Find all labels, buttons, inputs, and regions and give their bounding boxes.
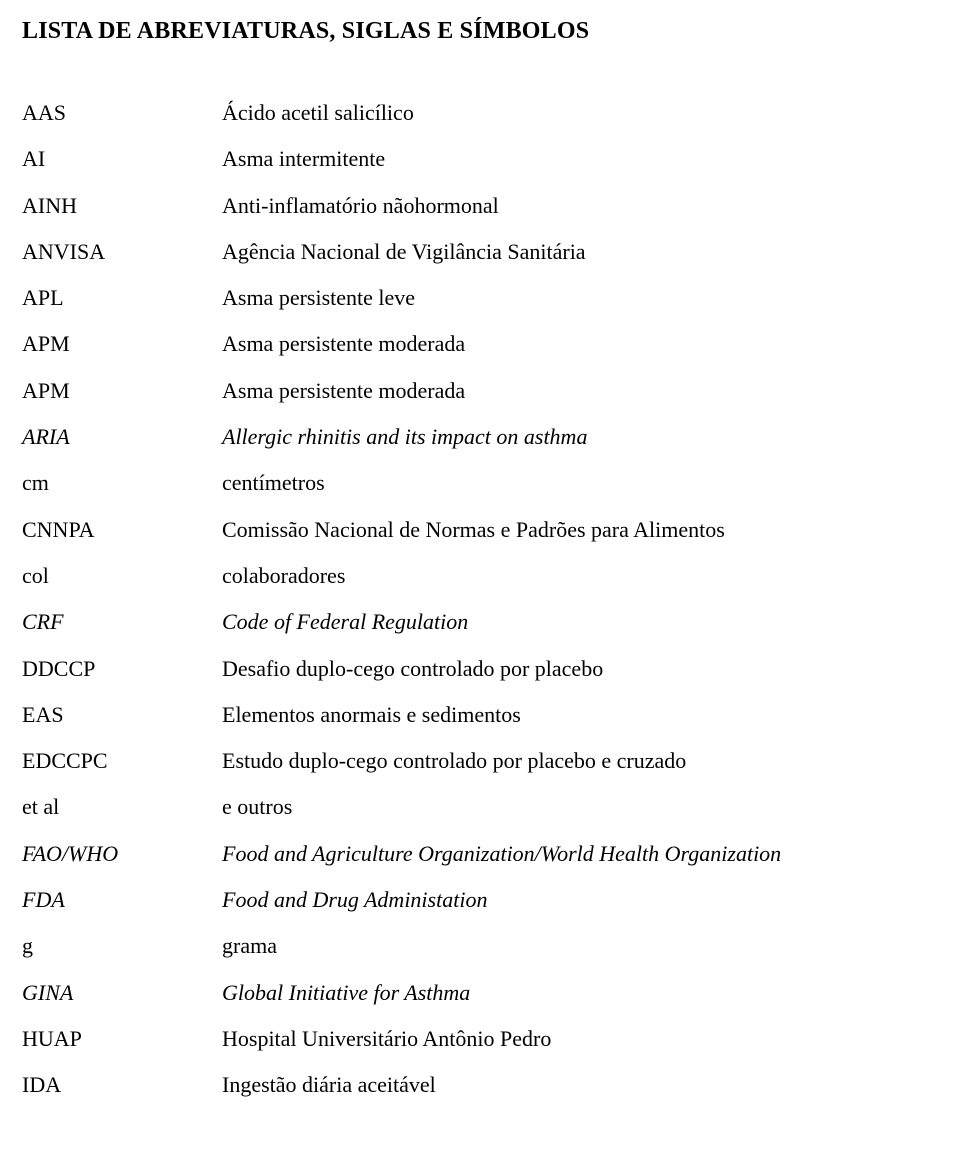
abbreviation-definition: Asma persistente moderada [222, 377, 924, 405]
abbreviation-term: g [22, 932, 222, 960]
abbreviation-row: APMAsma persistente moderada [22, 377, 924, 405]
abbreviation-definition: Asma persistente moderada [222, 330, 924, 358]
abbreviation-definition: Ácido acetil salicílico [222, 99, 924, 127]
abbreviation-definition: Desafio duplo-cego controlado por placeb… [222, 655, 924, 683]
abbreviation-term: CRF [22, 608, 222, 636]
abbreviation-definition: Elementos anormais e sedimentos [222, 701, 924, 729]
abbreviation-definition: Food and Agriculture Organization/World … [222, 840, 924, 868]
abbreviation-term: APM [22, 330, 222, 358]
abbreviation-row: AINHAnti-inflamatório nãohormonal [22, 192, 924, 220]
abbreviation-definition: colaboradores [222, 562, 924, 590]
abbreviation-definition: Allergic rhinitis and its impact on asth… [222, 423, 924, 451]
abbreviation-term: FDA [22, 886, 222, 914]
abbreviation-row: IDAIngestão diária aceitável [22, 1071, 924, 1099]
abbreviation-row: APLAsma persistente leve [22, 284, 924, 312]
abbreviation-definition: Food and Drug Administation [222, 886, 924, 914]
abbreviation-definition: Code of Federal Regulation [222, 608, 924, 636]
abbreviation-definition: Estudo duplo-cego controlado por placebo… [222, 747, 924, 775]
abbreviation-row: HUAPHospital Universitário Antônio Pedro [22, 1025, 924, 1053]
abbreviation-term: ARIA [22, 423, 222, 451]
abbreviation-definition: Comissão Nacional de Normas e Padrões pa… [222, 516, 924, 544]
abbreviation-term: APL [22, 284, 222, 312]
abbreviation-definition: Ingestão diária aceitável [222, 1071, 924, 1099]
abbreviation-row: et ale outros [22, 793, 924, 821]
abbreviation-definition: Asma intermitente [222, 145, 924, 173]
abbreviation-row: FAO/WHOFood and Agriculture Organization… [22, 840, 924, 868]
page-title: LISTA DE ABREVIATURAS, SIGLAS E SÍMBOLOS [22, 18, 924, 45]
abbreviation-row: ANVISAAgência Nacional de Vigilância San… [22, 238, 924, 266]
abbreviation-term: FAO/WHO [22, 840, 222, 868]
abbreviation-definition: Hospital Universitário Antônio Pedro [222, 1025, 924, 1053]
abbreviation-row: ARIAAllergic rhinitis and its impact on … [22, 423, 924, 451]
abbreviation-list: AASÁcido acetil salicílicoAIAsma intermi… [22, 99, 924, 1099]
abbreviation-term: AAS [22, 99, 222, 127]
abbreviation-row: EASElementos anormais e sedimentos [22, 701, 924, 729]
abbreviation-definition: centímetros [222, 469, 924, 497]
abbreviation-term: AINH [22, 192, 222, 220]
abbreviation-definition: e outros [222, 793, 924, 821]
abbreviation-term: HUAP [22, 1025, 222, 1053]
abbreviation-term: APM [22, 377, 222, 405]
abbreviation-row: APMAsma persistente moderada [22, 330, 924, 358]
abbreviation-term: col [22, 562, 222, 590]
abbreviation-definition: Asma persistente leve [222, 284, 924, 312]
abbreviation-row: AASÁcido acetil salicílico [22, 99, 924, 127]
abbreviation-term: cm [22, 469, 222, 497]
abbreviation-row: colcolaboradores [22, 562, 924, 590]
abbreviation-term: ANVISA [22, 238, 222, 266]
abbreviation-definition: Anti-inflamatório nãohormonal [222, 192, 924, 220]
abbreviation-term: et al [22, 793, 222, 821]
abbreviation-row: CRFCode of Federal Regulation [22, 608, 924, 636]
abbreviation-term: DDCCP [22, 655, 222, 683]
abbreviation-term: GINA [22, 979, 222, 1007]
abbreviation-row: FDAFood and Drug Administation [22, 886, 924, 914]
abbreviation-row: cmcentímetros [22, 469, 924, 497]
abbreviation-row: AIAsma intermitente [22, 145, 924, 173]
abbreviation-term: EAS [22, 701, 222, 729]
abbreviation-definition: grama [222, 932, 924, 960]
abbreviation-row: CNNPAComissão Nacional de Normas e Padrõ… [22, 516, 924, 544]
abbreviation-definition: Global Initiative for Asthma [222, 979, 924, 1007]
abbreviation-term: AI [22, 145, 222, 173]
abbreviation-term: IDA [22, 1071, 222, 1099]
abbreviation-term: CNNPA [22, 516, 222, 544]
abbreviation-term: EDCCPC [22, 747, 222, 775]
abbreviation-row: EDCCPCEstudo duplo-cego controlado por p… [22, 747, 924, 775]
abbreviation-definition: Agência Nacional de Vigilância Sanitária [222, 238, 924, 266]
abbreviation-row: GINAGlobal Initiative for Asthma [22, 979, 924, 1007]
abbreviation-row: DDCCPDesafio duplo-cego controlado por p… [22, 655, 924, 683]
abbreviation-row: ggrama [22, 932, 924, 960]
